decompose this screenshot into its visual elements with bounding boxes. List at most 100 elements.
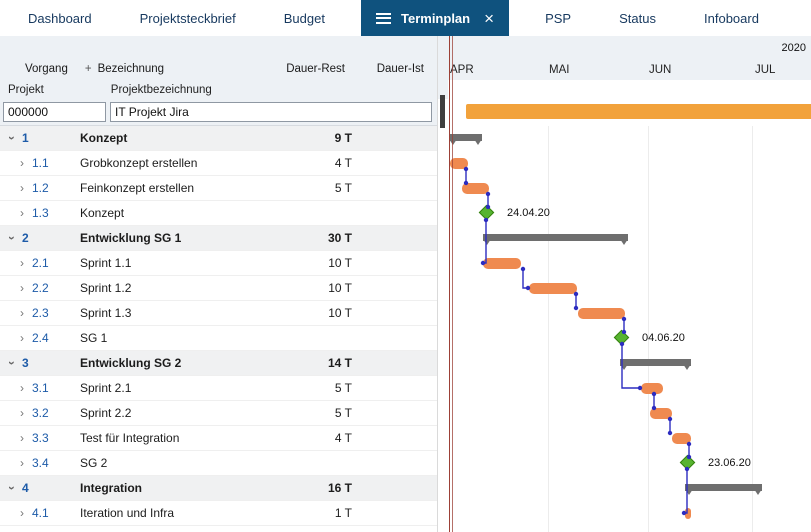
table-row-2[interactable]: › 2 Entwicklung SG 1 30 T (0, 226, 437, 251)
task-bar-4.1[interactable] (685, 508, 691, 519)
table-row-1[interactable]: › 1 Konzept 9 T (0, 126, 437, 151)
chevron-right-icon[interactable]: › (20, 181, 24, 195)
timeline-year: 2020 (781, 42, 806, 54)
table-row-2.2[interactable]: › 2.2 Sprint 1.2 10 T (0, 276, 437, 301)
task-label: SG 2 (80, 456, 108, 470)
project-summary-row (448, 99, 811, 126)
task-label: Test für Integration (80, 431, 180, 445)
chevron-right-icon[interactable]: › (20, 281, 24, 295)
col-header-vorgang[interactable]: Vorgang (25, 63, 68, 75)
task-number: 1.3 (32, 206, 49, 220)
tab-terminplan[interactable]: Terminplan × (361, 0, 510, 36)
task-duration: 10 T (328, 306, 352, 320)
vertical-scrollbar[interactable] (437, 36, 448, 532)
chevron-right-icon[interactable]: › (20, 381, 24, 395)
close-icon[interactable]: × (484, 8, 495, 28)
task-bar-1.2[interactable] (462, 183, 489, 194)
chevron-right-icon[interactable]: › (20, 331, 24, 345)
task-number: 3.4 (32, 456, 49, 470)
table-row-3.2[interactable]: › 3.2 Sprint 2.2 5 T (0, 401, 437, 426)
table-row-1.2[interactable]: › 1.2 Feinkonzept erstellen 5 T (0, 176, 437, 201)
chevron-right-icon[interactable]: › (20, 406, 24, 420)
table-row-4[interactable]: › 4 Integration 16 T (0, 476, 437, 501)
summary-bar-1[interactable] (449, 134, 482, 145)
milestone-date-label: 04.06.20 (642, 332, 685, 344)
project-field-labels: Projekt Projektbezeichnung (0, 80, 437, 99)
task-number: 2.3 (32, 306, 49, 320)
tab-dashboard[interactable]: Dashboard (16, 0, 104, 36)
tab-status[interactable]: Status (607, 0, 668, 36)
chevron-right-icon[interactable]: › (20, 506, 24, 520)
chevron-down-icon[interactable]: › (5, 236, 19, 240)
table-row-4.1[interactable]: › 4.1 Iteration und Infra 1 T (0, 501, 437, 526)
tab-projektsteckbrief[interactable]: Projektsteckbrief (128, 0, 248, 36)
task-number: 3 (22, 356, 29, 370)
tab-psp[interactable]: PSP (533, 0, 583, 36)
project-inputs-row (0, 99, 437, 126)
chevron-right-icon[interactable]: › (20, 456, 24, 470)
add-column-icon[interactable]: + (84, 63, 92, 75)
chevron-down-icon[interactable]: › (5, 136, 19, 140)
summary-bar-4[interactable] (685, 484, 762, 495)
task-label: Iteration und Infra (80, 506, 175, 520)
timeline-start-line (449, 36, 450, 532)
task-label: Feinkonzept erstellen (80, 181, 195, 195)
task-label: Sprint 1.3 (80, 306, 132, 320)
scrollbar-thumb[interactable] (440, 95, 445, 128)
task-label: SG 1 (80, 331, 108, 345)
table-header-spacer (0, 36, 437, 58)
table-column-headers: Vorgang + Bezeichnung Dauer-Rest Dauer-I… (0, 58, 437, 80)
task-label: Integration (80, 481, 142, 495)
chevron-right-icon[interactable]: › (20, 306, 24, 320)
tab-budget[interactable]: Budget (272, 0, 337, 36)
chevron-down-icon[interactable]: › (5, 361, 19, 365)
month-gridline (648, 126, 649, 532)
tab-label: Infoboard (704, 10, 759, 26)
chevron-right-icon[interactable]: › (20, 256, 24, 270)
month-gridline (752, 126, 753, 532)
table-row-3.1[interactable]: › 3.1 Sprint 2.1 5 T (0, 376, 437, 401)
milestone-diamond-1.3[interactable] (478, 204, 495, 221)
project-summary-bar[interactable] (466, 104, 811, 119)
task-label: Sprint 1.1 (80, 256, 132, 270)
task-bar-2.3[interactable] (578, 308, 625, 319)
task-bar-2.1[interactable] (483, 258, 521, 269)
task-label: Sprint 2.2 (80, 406, 132, 420)
table-row-1.1[interactable]: › 1.1 Grobkonzept erstellen 4 T (0, 151, 437, 176)
task-table-panel: Vorgang + Bezeichnung Dauer-Rest Dauer-I… (0, 36, 437, 532)
col-header-dauer-rest[interactable]: Dauer-Rest (286, 63, 345, 75)
table-row-1.3[interactable]: › 1.3 Konzept (0, 201, 437, 226)
task-label: Sprint 2.1 (80, 381, 132, 395)
table-row-2.1[interactable]: › 2.1 Sprint 1.1 10 T (0, 251, 437, 276)
summary-bar-2[interactable] (483, 234, 628, 245)
table-row-2.3[interactable]: › 2.3 Sprint 1.3 10 T (0, 301, 437, 326)
milestone-diamond-2.4[interactable] (613, 329, 630, 346)
chevron-right-icon[interactable]: › (20, 431, 24, 445)
table-row-2.4[interactable]: › 2.4 SG 1 (0, 326, 437, 351)
task-bar-3.2[interactable] (650, 408, 672, 419)
task-bar-3.1[interactable] (641, 383, 663, 394)
timeline-start-line-2 (452, 36, 453, 532)
milestone-diamond-3.4[interactable] (679, 454, 696, 471)
task-bar-3.3[interactable] (672, 433, 691, 444)
project-name-input[interactable] (110, 102, 432, 122)
table-row-3.3[interactable]: › 3.3 Test für Integration 4 T (0, 426, 437, 451)
task-number: 2.2 (32, 281, 49, 295)
task-bar-1.1[interactable] (450, 158, 468, 169)
col-header-bezeichnung[interactable]: Bezeichnung (97, 63, 165, 75)
tab-infoboard[interactable]: Infoboard (692, 0, 771, 36)
table-row-3[interactable]: › 3 Entwicklung SG 2 14 T (0, 351, 437, 376)
col-header-dauer-ist[interactable]: Dauer-Ist (376, 63, 424, 75)
table-row-3.4[interactable]: › 3.4 SG 2 (0, 451, 437, 476)
project-name-label: Projektbezeichnung (110, 83, 212, 96)
menu-icon[interactable] (376, 12, 391, 24)
task-number: 4.1 (32, 506, 49, 520)
task-bar-2.2[interactable] (529, 283, 577, 294)
summary-bar-3[interactable] (620, 359, 691, 370)
chevron-right-icon[interactable]: › (20, 206, 24, 220)
chevron-down-icon[interactable]: › (5, 486, 19, 490)
chevron-right-icon[interactable]: › (20, 156, 24, 170)
tab-label: Status (619, 10, 656, 26)
project-id-input[interactable] (3, 102, 106, 122)
